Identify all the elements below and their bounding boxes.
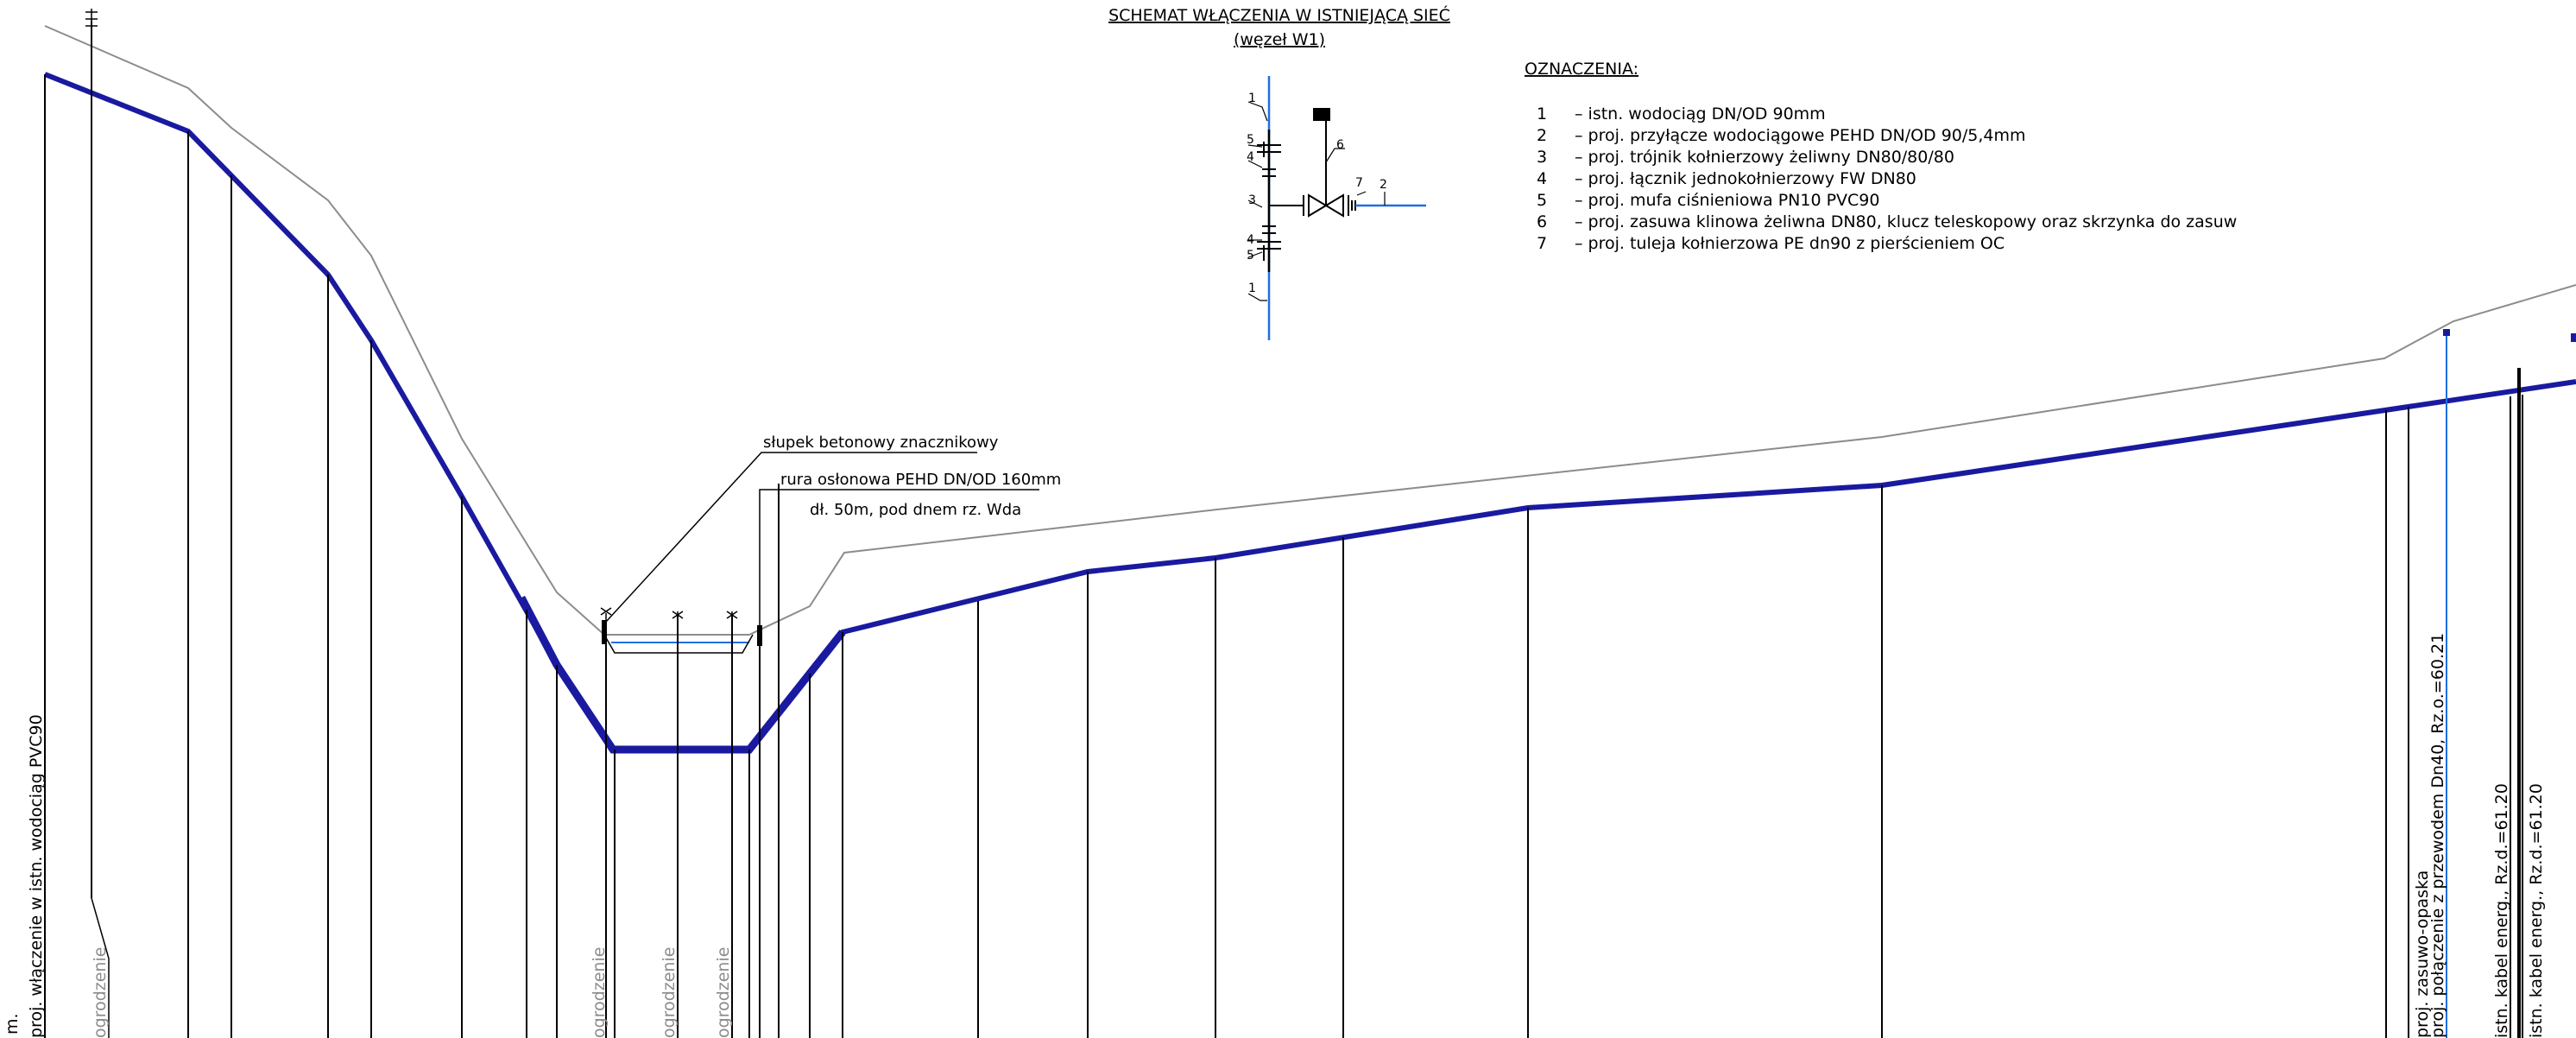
legend-text-4: – proj. łącznik jednokołnierzowy FW DN80 (1575, 169, 1916, 188)
fence-label-1: ogrodzenie (91, 947, 110, 1038)
legend-num-4: 4 (1537, 169, 1547, 188)
callout-2: 2 (1380, 178, 1387, 192)
callout-6: 6 (1336, 138, 1344, 152)
legend-num-6: 6 (1537, 212, 1547, 231)
callout-5-top: 5 (1247, 133, 1254, 147)
legend-num-5: 5 (1537, 191, 1547, 210)
legend-num-2: 2 (1537, 126, 1547, 145)
fence-hook-left (91, 897, 110, 1038)
connection-scheme: SCHEMAT WŁĄCZENIA W ISTNIEJĄCĄ SIEĆ (węz… (1108, 4, 1450, 340)
callout-7: 7 (1355, 176, 1363, 190)
connection-wire-label: proj. połączenie z przewodem Dn40, Rz.o.… (2428, 633, 2447, 1038)
legend-num-3: 3 (1537, 148, 1547, 167)
callout-1-top: 1 (1248, 92, 1256, 105)
marker-posts (600, 607, 762, 646)
scheme-subtitle: (węzeł W1) (1234, 30, 1325, 49)
callout-4-top: 4 (1247, 150, 1254, 164)
callout-1-bottom: 1 (1248, 282, 1256, 295)
legend-text-7: – proj. tuleja kołnierzowa PE dn90 z pie… (1575, 234, 2005, 253)
callout-3: 3 (1248, 193, 1256, 207)
cable-label-2: istn. kabel energ., Rz.d.=61.20 (2527, 783, 2546, 1038)
legend-heading: OZNACZENIA: (1525, 60, 1638, 79)
cable-label-1: istn. kabel energ., Rz.d.=61.20 (2492, 783, 2511, 1038)
casing-pipe-segment (518, 595, 846, 754)
legend-text-3: – proj. trójnik kołnierzowy żeliwny DN80… (1575, 148, 1954, 167)
legend-text-6: – proj. zasuwa klinowa żeliwna DN80, klu… (1575, 212, 2237, 231)
legend-num-7: 7 (1537, 234, 1547, 253)
legend: OZNACZENIA: 1 – istn. wodociąg DN/OD 90m… (1525, 60, 2237, 253)
callout-4-bottom: 4 (1247, 233, 1254, 247)
station-lines (44, 21, 2523, 1038)
scheme-title: SCHEMAT WŁĄCZENIA W ISTNIEJĄCĄ SIEĆ (1108, 4, 1450, 25)
fence-label-4: ogrodzenie (714, 947, 733, 1038)
casing-detail-note: dł. 50m, pod dnem rz. Wda (810, 501, 1021, 519)
legend-num-1: 1 (1537, 104, 1547, 123)
connection-label: proj. włączenie w istn. wodociąg PVC90 (27, 714, 46, 1038)
fence-label-3: ogrodzenie (660, 947, 679, 1038)
marker-post-note: słupek betonowy znacznikowy (763, 434, 999, 452)
legend-text-5: – proj. mufa ciśnieniowa PN10 PVC90 (1575, 191, 1880, 210)
legend-text-1: – istn. wodociąg DN/OD 90mm (1575, 104, 1826, 123)
pipe-line (43, 72, 2576, 752)
valve-band-label: proj. zasuwo-opaska (2413, 870, 2432, 1038)
right-edge-cap (2571, 333, 2576, 342)
casing-pipe-note: rura osłonowa PEHD DN/OD 160mm (780, 471, 1061, 489)
fence-label-2: ogrodzenie (590, 947, 609, 1038)
top-left-marker (85, 9, 98, 35)
callout-5-bottom: 5 (1247, 249, 1254, 263)
edge-fragment-label: m. (3, 1013, 22, 1035)
connection-wire-cap (2443, 329, 2450, 336)
note-leaders (605, 452, 1039, 632)
legend-text-2: – proj. przyłącze wodociągowe PEHD DN/OD… (1575, 126, 2026, 145)
